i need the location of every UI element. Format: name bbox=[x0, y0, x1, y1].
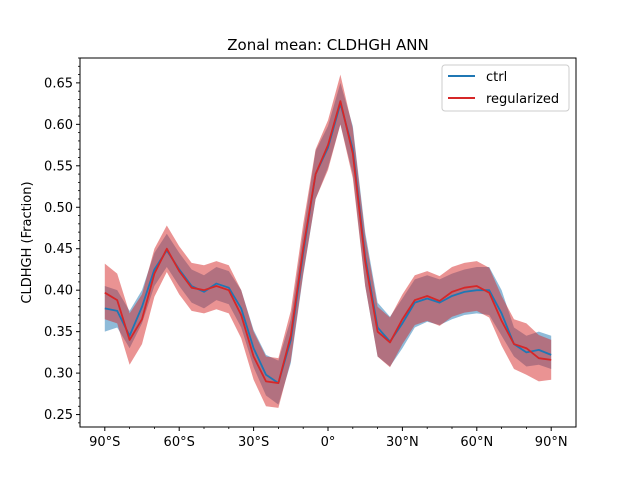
y-tick-label: 0.50 bbox=[44, 201, 73, 216]
y-axis-label: CLDHGH (Fraction) bbox=[20, 181, 35, 303]
y-tick-label: 0.25 bbox=[44, 408, 73, 423]
x-tick-label: 60°N bbox=[460, 435, 493, 450]
x-tick-label: 90°N bbox=[535, 435, 568, 450]
y-tick-label: 0.65 bbox=[44, 76, 73, 91]
legend-label-regularized: regularized bbox=[486, 92, 559, 107]
legend-label-ctrl: ctrl bbox=[486, 70, 507, 85]
y-tick-label: 0.40 bbox=[44, 284, 73, 299]
x-tick-label: 60°S bbox=[164, 435, 195, 450]
chart-title: Zonal mean: CLDHGH ANN bbox=[227, 36, 428, 54]
uncertainty-bands bbox=[104, 74, 552, 408]
y-tick-label: 0.45 bbox=[44, 242, 73, 257]
x-tick-label: 90°S bbox=[89, 435, 120, 450]
y-tick-label: 0.60 bbox=[44, 118, 73, 133]
y-axis: 0.25 0.30 0.35 0.40 0.45 0.50 0.55 0.60 0.65 bbox=[44, 57, 80, 424]
y-tick-label: 0.35 bbox=[44, 325, 73, 340]
x-tick-label: 0° bbox=[321, 435, 336, 450]
y-tick-label: 0.30 bbox=[44, 367, 73, 382]
series-lines bbox=[104, 100, 552, 384]
line-regularized bbox=[104, 100, 552, 384]
x-axis: 90°S 60°S 30°S 0° 30°N 60°N 90°N bbox=[89, 427, 568, 450]
legend: ctrl regularized bbox=[441, 64, 570, 112]
y-tick-label: 0.55 bbox=[44, 159, 73, 174]
x-tick-label: 30°N bbox=[386, 435, 419, 450]
x-tick-label: 30°S bbox=[238, 435, 269, 450]
band-regularized bbox=[104, 74, 552, 408]
